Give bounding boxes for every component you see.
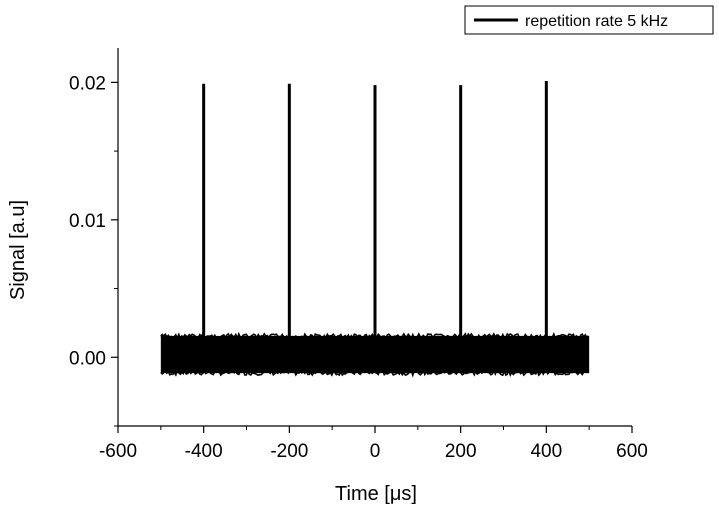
y-tick-label: 0.01 — [69, 211, 106, 232]
x-tick-label: -400 — [185, 441, 223, 462]
x-tick-label: -600 — [99, 441, 137, 462]
tick-labels: -600 -400 -200 0 200 400 600 0.00 0.01 0.02 — [69, 73, 648, 462]
y-tick-label: 0.00 — [69, 348, 106, 369]
y-tick-label: 0.02 — [69, 73, 106, 94]
legend-label: repetition rate 5 kHz — [525, 13, 668, 30]
x-tick-label: -200 — [270, 441, 308, 462]
x-axis-title: Time [μs] — [335, 483, 417, 505]
pulse-peaks — [202, 80, 548, 338]
legend: repetition rate 5 kHz — [464, 5, 714, 35]
axes — [111, 48, 633, 433]
noise-band-fill — [160, 335, 590, 374]
y-axis-title: Signal [a.u] — [7, 200, 29, 300]
x-tick-label: 600 — [616, 441, 648, 462]
x-tick-label: 400 — [530, 441, 562, 462]
noise-edge-bottom — [160, 367, 589, 378]
noise-band — [160, 331, 590, 378]
x-tick-label: 200 — [445, 441, 477, 462]
x-tick-label: 0 — [370, 441, 381, 462]
